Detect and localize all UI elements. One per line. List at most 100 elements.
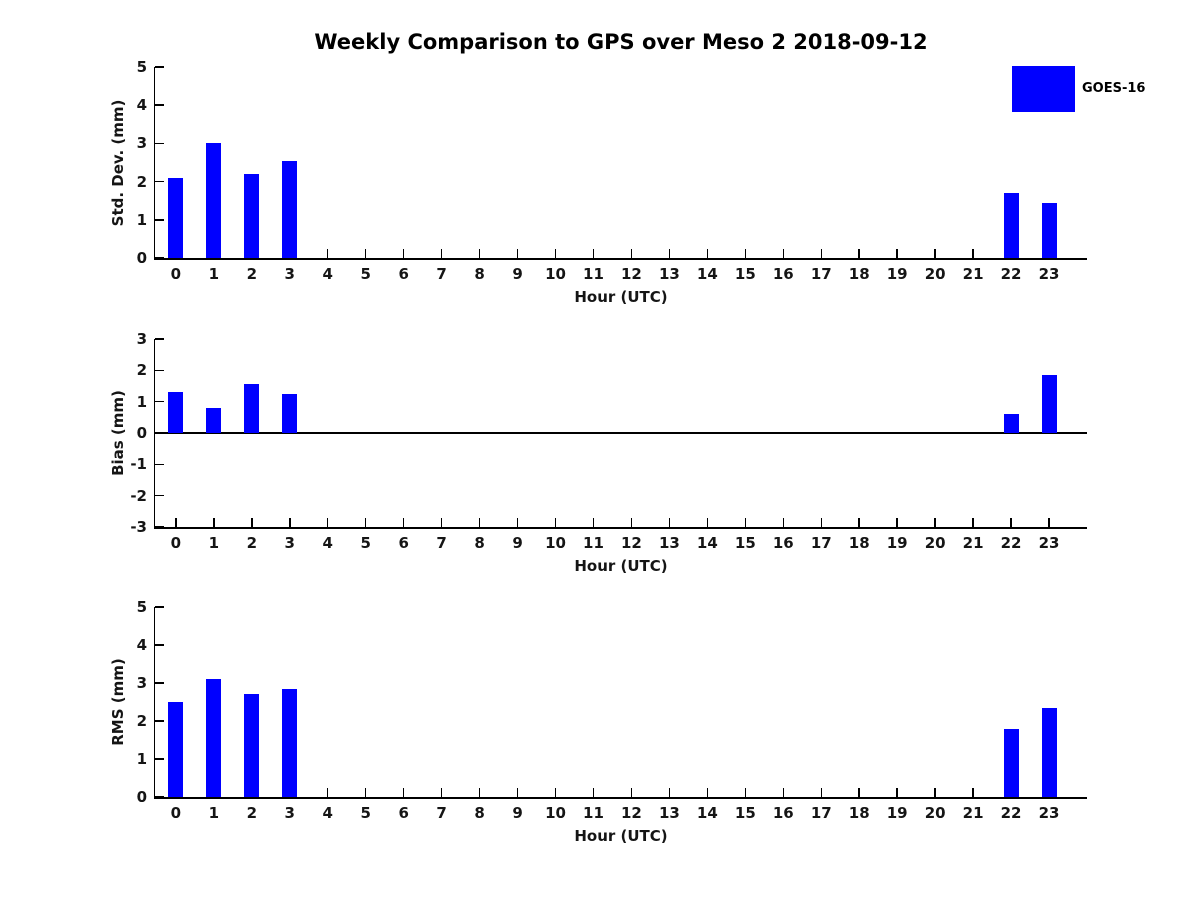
- x-tick-label: 3: [284, 804, 295, 822]
- x-tick-mark: [326, 249, 329, 258]
- y-tick-label: 1: [136, 750, 147, 768]
- y-tick-label: 4: [136, 636, 147, 654]
- x-tick-mark: [630, 518, 633, 527]
- x-tick-mark: [440, 249, 443, 258]
- x-tick-mark: [858, 518, 860, 527]
- x-tick-label: 5: [360, 534, 371, 552]
- x-tick-label: 7: [436, 804, 447, 822]
- x-tick-label: 23: [1038, 804, 1060, 822]
- x-tick-label: 11: [583, 804, 604, 822]
- x-tick-mark: [668, 788, 671, 797]
- x-tick-mark: [782, 518, 785, 527]
- x-tick-label: 23: [1038, 534, 1060, 552]
- y-tick-label: 2: [136, 172, 147, 191]
- x-tick-mark: [554, 518, 557, 527]
- x-tick-label: 3: [284, 534, 295, 552]
- x-tick-label: 13: [658, 804, 680, 822]
- x-tick-label: 13: [658, 265, 680, 283]
- x-tick-mark: [820, 518, 822, 527]
- x-tick-mark: [516, 249, 519, 258]
- x-tick-label: 0: [170, 804, 182, 822]
- x-tick-mark: [440, 518, 443, 527]
- y-tick-label: -3: [130, 518, 147, 536]
- y-tick-mark: [155, 369, 164, 372]
- bar-hour-1: [206, 407, 222, 433]
- x-tick-mark: [1010, 518, 1012, 527]
- x-tick-mark: [896, 249, 898, 258]
- x-tick-mark: [706, 249, 709, 258]
- x-tick-label: 22: [1000, 534, 1022, 552]
- x-tick-label: 16: [772, 804, 794, 822]
- y-tick-mark: [155, 682, 164, 684]
- x-tick-label: 9: [512, 804, 523, 822]
- y-tick-label: 1: [136, 210, 147, 229]
- x-tick-label: 19: [886, 804, 908, 822]
- x-tick-label: 6: [398, 804, 409, 822]
- x-tick-mark: [630, 788, 633, 797]
- x-tick-label: 9: [512, 534, 523, 552]
- x-tick-label: 20: [924, 804, 946, 822]
- y-tick-mark: [155, 463, 164, 466]
- x-tick-label: 10: [545, 804, 566, 822]
- x-tick-mark: [402, 249, 405, 258]
- y-tick-label: -1: [130, 455, 147, 474]
- x-tick-mark: [402, 518, 405, 527]
- y-tick-mark: [155, 796, 164, 798]
- x-tick-mark: [554, 788, 557, 797]
- bar-hour-0: [168, 392, 184, 433]
- x-tick-label: 16: [772, 265, 794, 283]
- x-tick-label: 2: [246, 804, 258, 822]
- y-tick-mark: [155, 180, 164, 183]
- x-tick-label: 15: [734, 534, 756, 552]
- x-tick-mark: [668, 518, 671, 527]
- legend-color-swatch: [1012, 66, 1075, 112]
- x-tick-mark: [516, 788, 519, 797]
- x-tick-label: 14: [696, 265, 718, 283]
- x-tick-mark: [592, 249, 595, 258]
- x-tick-mark: [251, 518, 253, 527]
- x-tick-mark: [592, 788, 595, 797]
- x-tick-label: 4: [322, 804, 333, 822]
- bar-hour-3: [282, 160, 298, 258]
- bar-hour-22: [1003, 414, 1019, 433]
- y-tick-mark: [155, 400, 164, 403]
- x-tick-mark: [364, 249, 367, 258]
- x-tick-mark: [326, 518, 329, 527]
- y-tick-mark: [155, 432, 164, 434]
- x-axis-label: Hour (UTC): [574, 827, 668, 845]
- x-tick-label: 8: [474, 804, 485, 822]
- x-tick-label: 15: [734, 265, 756, 283]
- x-tick-label: 17: [810, 265, 832, 283]
- x-tick-label: 20: [924, 534, 946, 552]
- y-tick-label: 0: [136, 249, 147, 267]
- x-tick-mark: [668, 249, 671, 258]
- bar-hour-22: [1003, 193, 1019, 258]
- x-tick-mark: [706, 518, 709, 527]
- y-tick-label: 5: [136, 58, 147, 76]
- y-tick-mark: [155, 720, 164, 722]
- x-tick-mark: [820, 788, 822, 797]
- x-tick-mark: [820, 249, 822, 258]
- x-tick-mark: [478, 249, 481, 258]
- y-tick-mark: [155, 142, 164, 145]
- x-tick-label: 18: [848, 265, 870, 283]
- y-tick-label: 1: [136, 392, 147, 411]
- y-tick-label: 0: [136, 788, 147, 806]
- y-tick-label: 2: [136, 361, 147, 380]
- x-tick-label: 19: [886, 265, 908, 283]
- y-axis-spine: [153, 607, 155, 799]
- x-tick-mark: [706, 788, 709, 797]
- x-axis-spine: [153, 797, 1087, 799]
- y-tick-label: 2: [136, 712, 147, 730]
- bar-hour-1: [206, 679, 222, 797]
- y-tick-label: 3: [136, 330, 147, 348]
- x-tick-label: 12: [621, 265, 642, 283]
- bar-hour-0: [168, 702, 184, 797]
- x-tick-mark: [364, 518, 367, 527]
- x-tick-label: 13: [658, 534, 680, 552]
- bar-hour-3: [282, 688, 298, 797]
- x-tick-mark: [440, 788, 443, 797]
- x-tick-mark: [896, 788, 898, 797]
